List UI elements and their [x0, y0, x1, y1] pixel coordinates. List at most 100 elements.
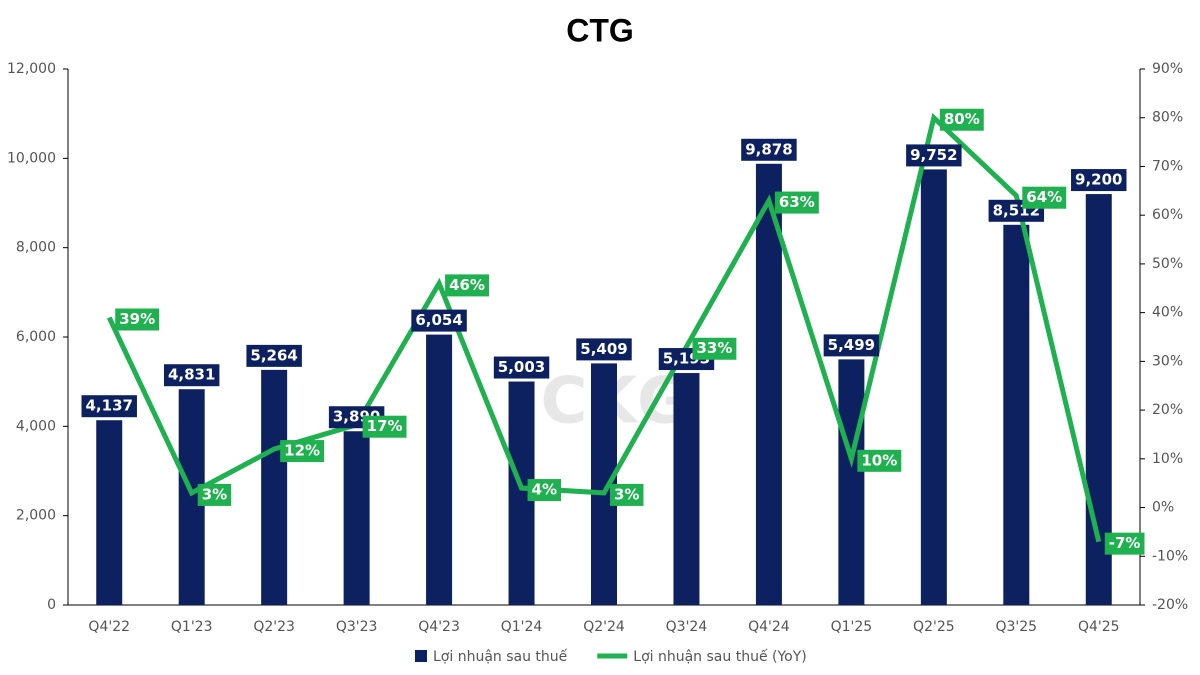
- data-label-bg: [1104, 532, 1145, 555]
- data-label-group: 63%: [774, 191, 819, 214]
- data-label-bg: [857, 449, 902, 472]
- x-tick-label: Q3'24: [666, 619, 708, 635]
- data-label: 6,054: [415, 311, 462, 329]
- y2-tick-label: 30%: [1152, 353, 1183, 369]
- chart-title: CTG: [566, 12, 634, 48]
- data-label-bg: [1071, 169, 1127, 192]
- data-label: 63%: [779, 193, 815, 211]
- data-label: 9,200: [1075, 171, 1122, 189]
- bar: [673, 373, 700, 605]
- x-tick-label: Q4'22: [88, 619, 130, 635]
- data-label-group: 9,200: [1071, 169, 1127, 192]
- y2-tick-label: 80%: [1152, 110, 1183, 126]
- data-label: 5,409: [580, 340, 627, 358]
- data-label: 5,499: [828, 336, 875, 354]
- data-label: 17%: [367, 417, 403, 435]
- legend-label: Lợi nhuận sau thuế (YoY): [633, 648, 806, 665]
- data-label-bg: [692, 337, 737, 360]
- y2-tick-label: 90%: [1152, 61, 1183, 77]
- data-label-bg: [163, 364, 220, 387]
- data-label-group: 6,054: [411, 309, 467, 332]
- x-tick-label: Q2'25: [913, 619, 955, 635]
- x-tick-label: Q3'25: [996, 619, 1038, 635]
- data-label: -7%: [1109, 534, 1141, 552]
- data-label-bg: [280, 440, 325, 463]
- y-tick-label: 0: [47, 597, 56, 613]
- data-label: 33%: [696, 339, 732, 357]
- x-tick-label: Q1'23: [171, 619, 213, 635]
- data-label-group: 4,831: [163, 364, 220, 387]
- data-label-group: 4,137: [81, 395, 137, 418]
- y2-tick-label: 0%: [1152, 500, 1174, 516]
- data-label: 3%: [202, 485, 227, 503]
- bar: [261, 369, 288, 605]
- x-tick-label: Q2'23: [253, 619, 295, 635]
- data-label: 64%: [1026, 188, 1062, 206]
- data-label: 46%: [449, 276, 485, 294]
- y-tick-label: 10,000: [7, 150, 56, 166]
- data-label: 4%: [532, 481, 557, 499]
- data-label-group: 5,003: [493, 356, 550, 379]
- data-label-bg: [246, 344, 302, 367]
- data-label-group: 10%: [857, 449, 902, 472]
- data-label-bg: [493, 356, 550, 379]
- data-label-bg: [115, 308, 160, 331]
- y2-tick-label: 70%: [1152, 158, 1183, 174]
- data-label-bg: [445, 274, 489, 297]
- y2-tick-label: 40%: [1152, 305, 1183, 321]
- data-label-group: 12%: [280, 440, 325, 463]
- data-label: 39%: [119, 310, 155, 328]
- legend-label: Lợi nhuận sau thuế: [433, 648, 568, 665]
- data-label: 10%: [861, 451, 897, 469]
- data-label-bg: [197, 483, 232, 506]
- y-tick-label: 12,000: [7, 61, 56, 77]
- data-label-group: 5,409: [576, 338, 632, 361]
- data-label-group: 3%: [197, 483, 232, 506]
- y-tick-label: 6,000: [16, 329, 56, 345]
- data-label-group: 33%: [692, 337, 737, 360]
- x-tick-label: Q4'24: [748, 619, 790, 635]
- data-label-bg: [741, 138, 797, 161]
- data-label: 9,752: [910, 146, 957, 164]
- data-label-group: 80%: [939, 108, 984, 131]
- x-tick-label: Q1'24: [501, 619, 543, 635]
- x-tick-label: Q2'24: [583, 619, 625, 635]
- data-label-bg: [610, 483, 644, 506]
- data-label-group: 39%: [115, 308, 160, 331]
- data-label-group: 64%: [1022, 186, 1067, 209]
- data-label-bg: [362, 415, 407, 438]
- y2-tick-label: 20%: [1152, 402, 1183, 418]
- data-label-group: 9,878: [741, 138, 797, 161]
- y2-tick-label: 10%: [1152, 451, 1183, 467]
- data-label-bg: [939, 108, 984, 131]
- data-label: 4,137: [86, 397, 133, 415]
- data-label: 9,878: [745, 140, 792, 158]
- data-label-group: 17%: [362, 415, 407, 438]
- data-label-group: 46%: [445, 274, 489, 297]
- y-tick-label: 4,000: [16, 418, 56, 434]
- data-label-group: 5,264: [246, 344, 302, 367]
- data-label: 5,003: [498, 358, 545, 376]
- data-label: 12%: [284, 442, 320, 460]
- data-label-bg: [774, 191, 819, 214]
- y2-tick-label: -20%: [1152, 597, 1188, 613]
- data-label-bg: [81, 395, 137, 418]
- bar: [920, 169, 947, 606]
- bar: [838, 359, 865, 605]
- data-label-group: 3%: [610, 483, 644, 506]
- data-label-bg: [906, 144, 962, 167]
- x-tick-label: Q4'23: [418, 619, 460, 635]
- y-tick-label: 8,000: [16, 240, 56, 256]
- data-label: 4,831: [168, 366, 215, 384]
- legend-swatch: [415, 650, 427, 662]
- data-label-group: -7%: [1104, 532, 1145, 555]
- bar: [755, 163, 782, 606]
- data-label-bg: [576, 338, 632, 361]
- data-label-bg: [1022, 186, 1067, 209]
- y2-tick-label: -10%: [1152, 548, 1188, 564]
- x-tick-label: Q1'25: [831, 619, 873, 635]
- data-label: 80%: [944, 110, 980, 128]
- data-label: 5,264: [250, 346, 297, 364]
- line: [106, 112, 1102, 543]
- data-label-group: 9,752: [906, 144, 962, 167]
